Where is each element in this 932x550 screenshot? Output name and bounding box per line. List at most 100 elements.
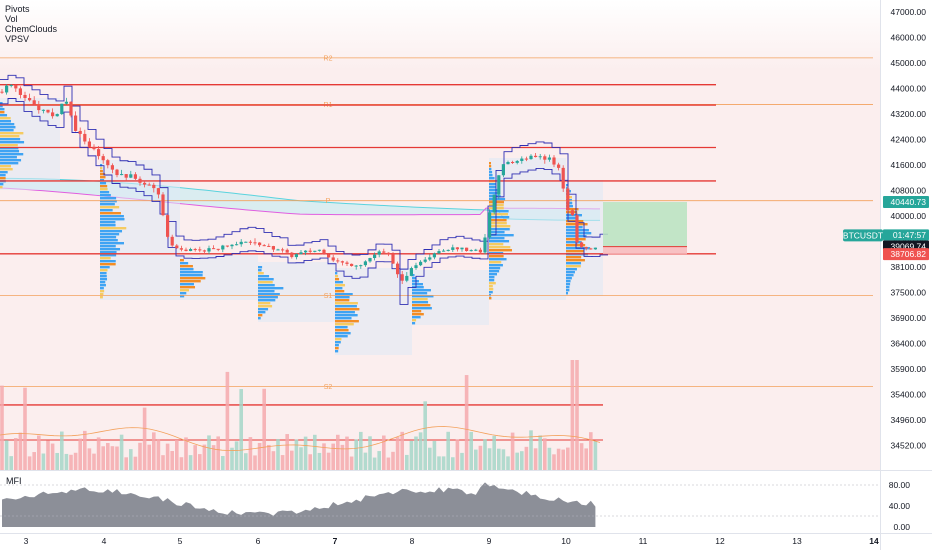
candle-body[interactable] [285,249,289,253]
candle-body[interactable] [83,133,87,142]
candle-body[interactable] [106,160,110,166]
candle-body[interactable] [18,88,22,95]
candle-body[interactable] [409,268,413,276]
candle-body[interactable] [46,109,50,113]
candle-body[interactable] [483,237,487,253]
candle-body[interactable] [225,245,229,247]
position-profit-zone[interactable] [603,201,687,247]
candle-body[interactable] [212,248,216,250]
candle-body[interactable] [32,100,36,105]
candle-body[interactable] [115,169,119,176]
candle-body[interactable] [538,156,542,158]
candle-body[interactable] [308,250,312,252]
candle-body[interactable] [138,178,142,183]
candle-body[interactable] [5,85,9,93]
candle-body[interactable] [584,246,588,249]
candle-body[interactable] [557,164,561,168]
candle-body[interactable] [175,245,179,249]
candle-body[interactable] [101,156,105,161]
candle-body[interactable] [248,241,252,243]
candle-body[interactable] [230,244,234,247]
candle-body[interactable] [336,260,340,262]
candle-body[interactable] [147,184,151,186]
candle-body[interactable] [492,194,496,213]
candle-body[interactable] [97,149,101,157]
candle-body[interactable] [465,247,469,252]
candle-body[interactable] [23,94,27,98]
candle-body[interactable] [506,161,510,165]
position-loss-zone[interactable] [603,246,687,255]
candle-body[interactable] [460,247,464,250]
candle-body[interactable] [156,188,160,195]
candle-body[interactable] [170,236,174,246]
candle-body[interactable] [267,245,271,247]
candle-body[interactable] [120,174,124,176]
price-axis[interactable]: 47000.00 46000.00 45000.00 44000.00 43200.00… [891,7,927,451]
mfi-legend[interactable]: MFI [6,476,22,486]
candle-body[interactable] [552,157,556,165]
candle-body[interactable] [322,249,326,255]
candle-body[interactable] [179,248,183,250]
candles-layer[interactable] [0,84,597,284]
candle-body[interactable] [60,103,64,115]
candle-body[interactable] [235,244,239,246]
candle-body[interactable] [547,157,551,160]
candle-body[interactable] [474,249,478,251]
candle-body[interactable] [129,174,133,178]
candle-body[interactable] [143,182,147,185]
candle-body[interactable] [350,263,354,267]
candle-body[interactable] [405,275,409,281]
candle-body[interactable] [239,241,243,245]
candle-body[interactable] [543,156,547,160]
candle-body[interactable] [561,167,565,189]
candle-body[interactable] [423,259,427,262]
candle-body[interactable] [9,84,13,86]
candle-body[interactable] [501,164,505,176]
candle-body[interactable] [359,265,363,267]
candle-body[interactable] [64,101,68,104]
candle-body[interactable] [469,250,473,252]
candle-body[interactable] [69,101,73,116]
candle-body[interactable] [152,184,156,189]
candle-body[interactable] [419,261,423,266]
legend-vol[interactable]: Vol [5,14,18,24]
candle-body[interactable] [37,104,41,111]
candle-body[interactable] [488,212,492,238]
candle-body[interactable] [437,251,441,254]
legend-vpsv[interactable]: VPSV [5,34,30,44]
candle-body[interactable] [276,249,280,251]
candle-body[interactable] [110,165,114,170]
candle-body[interactable] [207,248,211,252]
candle-body[interactable] [299,252,303,255]
candle-body[interactable] [570,210,574,216]
candle-body[interactable] [14,84,18,89]
candle-body[interactable] [124,174,128,178]
candle-body[interactable] [193,249,197,251]
candle-body[interactable] [317,249,321,251]
candle-body[interactable] [290,252,294,258]
candle-body[interactable] [78,130,82,134]
candle-body[interactable] [511,161,515,163]
candle-body[interactable] [428,257,432,260]
candle-body[interactable] [580,242,584,247]
legend-chemclouds[interactable]: ChemClouds [5,24,58,34]
candle-body[interactable] [520,158,524,161]
candle-body[interactable] [432,253,436,258]
candle-body[interactable] [373,254,377,259]
candle-body[interactable] [382,251,386,253]
candle-body[interactable] [368,258,372,262]
candle-body[interactable] [184,249,188,252]
candle-body[interactable] [400,274,404,281]
candle-body[interactable] [529,155,533,160]
candle-body[interactable] [396,263,400,275]
candle-body[interactable] [281,249,285,251]
candle-body[interactable] [414,265,418,269]
candle-body[interactable] [216,248,220,250]
candle-body[interactable] [442,250,446,252]
candle-body[interactable] [446,249,450,251]
candle-body[interactable] [363,261,367,266]
candle-body[interactable] [258,242,262,246]
candle-body[interactable] [221,245,225,250]
candle-body[interactable] [377,251,381,255]
